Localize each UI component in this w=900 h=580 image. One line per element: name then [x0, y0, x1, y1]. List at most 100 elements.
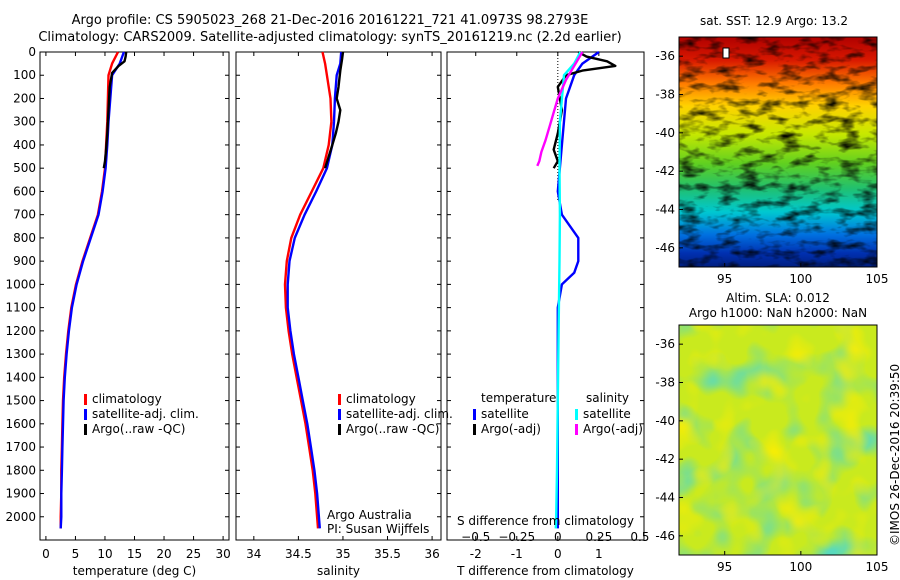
map-y-tick-label: -38	[655, 88, 675, 102]
salinity-annotation-line1: Argo Australia	[327, 508, 412, 522]
x-tick-label: 35.5	[374, 547, 401, 561]
x-tick-label: 5	[72, 547, 80, 561]
sal-legend-satellite-swatch	[338, 409, 341, 420]
sla-map-subtitle: Argo h1000: NaN h2000: NaN	[688, 306, 868, 320]
map-y-tick-label: -46	[655, 529, 675, 543]
series-line-argo-raw-qc-	[323, 51, 345, 169]
diff-legend-t-argo-label: Argo(-adj)	[481, 422, 541, 436]
x-tick-label: 10	[97, 547, 112, 561]
top-x-tick-label: −0.5	[461, 530, 490, 544]
series-line-satellite-adj-clim-	[286, 51, 343, 529]
credit-text: ©IMOS 26-Dec-2016 20:39:50	[888, 363, 900, 546]
map-x-tick-label: 105	[866, 272, 889, 286]
map-y-tick-label: -42	[655, 452, 675, 466]
y-tick-label: 1200	[5, 324, 36, 338]
map-x-tick-label: 100	[789, 272, 812, 286]
x-tick-label: 0	[42, 547, 50, 561]
sst-map	[678, 36, 878, 268]
map-y-tick-label: -46	[655, 241, 675, 255]
x-tick-label: 1	[595, 547, 603, 561]
temp-legend-satellite-label: satellite-adj. clim.	[92, 407, 199, 421]
salinity-panel-frame	[235, 51, 442, 541]
y-tick-label: 500	[13, 161, 36, 175]
y-tick-label: 1700	[5, 440, 36, 454]
diff-legend-s-argo-swatch	[575, 424, 578, 435]
y-tick-label: 700	[13, 208, 36, 222]
salinity-xlabel: salinity	[316, 564, 361, 578]
salinity-annotation-line2: PI: Susan Wijffels	[327, 522, 430, 536]
diff-legend-salinity-title: salinity	[586, 391, 630, 405]
top-x-tick-label: −0.25	[498, 530, 535, 544]
y-tick-label: 100	[13, 68, 36, 82]
map-x-tick-label: 95	[717, 272, 732, 286]
temp-legend-argo-swatch	[84, 424, 87, 435]
figure-title-line1: Argo profile: CS 5905023_268 21-Dec-2016…	[71, 13, 589, 28]
x-tick-label: 0	[554, 547, 562, 561]
map-y-tick-label: -44	[655, 491, 675, 505]
y-tick-label: 2000	[5, 510, 36, 524]
y-tick-label: 1000	[5, 277, 36, 291]
map-x-tick-label: 95	[717, 560, 732, 574]
y-tick-label: 1600	[5, 417, 36, 431]
x-tick-label: 30	[215, 547, 230, 561]
map-y-tick-label: -40	[655, 126, 675, 140]
y-tick-label: 0	[28, 45, 36, 59]
y-tick-label: 400	[13, 138, 36, 152]
y-tick-label: 800	[13, 231, 36, 245]
y-tick-label: 1400	[5, 370, 36, 384]
y-tick-label: 1500	[5, 394, 36, 408]
difference-xlabel: T difference from climatology	[457, 564, 634, 578]
x-tick-label: 35	[335, 547, 350, 561]
series-line-satellite-adj-clim-	[59, 51, 126, 529]
x-tick-label: 20	[156, 547, 171, 561]
diff-legend-t-argo-swatch	[473, 424, 476, 435]
figure-title-line2: Climatology: CARS2009. Satellite-adjuste…	[38, 30, 622, 45]
sal-legend-satellite-label: satellite-adj. clim.	[346, 407, 453, 421]
y-tick-label: 1300	[5, 347, 36, 361]
x-tick-label: 34	[246, 547, 261, 561]
diff-legend-s-satellite-label: satellite	[583, 407, 631, 421]
map-y-tick-label: -40	[655, 414, 675, 428]
x-tick-label: 25	[186, 547, 201, 561]
x-tick-label: 34.5	[285, 547, 312, 561]
diff-legend-t-satellite-label: satellite	[481, 407, 529, 421]
temp-legend-climatology-label: climatology	[92, 392, 162, 406]
difference-panel-frame	[446, 51, 645, 541]
temp-legend-climatology-swatch	[84, 394, 87, 405]
temperature-panel-frame	[39, 51, 230, 541]
temp-legend-argo-label: Argo(..raw -QC)	[92, 422, 185, 436]
argo-location-marker	[722, 47, 730, 59]
series-line-climatology	[283, 51, 333, 529]
x-tick-label: -2	[470, 547, 482, 561]
map-y-tick-label: -44	[655, 203, 675, 217]
temp-legend-satellite-swatch	[84, 409, 87, 420]
series-line-argo-adj-	[552, 50, 617, 169]
map-y-tick-label: -38	[655, 376, 675, 390]
diff-legend-t-satellite-swatch	[473, 409, 476, 420]
sla-map	[678, 324, 878, 556]
sal-legend-climatology-label: climatology	[346, 392, 416, 406]
sal-legend-argo-swatch	[338, 424, 341, 435]
y-tick-label: 1100	[5, 301, 36, 315]
sst-map-title: sat. SST: 12.9 Argo: 13.2	[700, 14, 849, 28]
diff-legend-s-satellite-swatch	[575, 409, 578, 420]
y-tick-label: 900	[13, 254, 36, 268]
series-line-satellite	[556, 51, 600, 529]
series-line-satellite	[554, 51, 582, 529]
x-tick-label: 15	[127, 547, 142, 561]
diff-legend-s-argo-label: Argo(-adj)	[583, 422, 643, 436]
x-tick-label: 36	[424, 547, 439, 561]
difference-top-xlabel: S difference from climatology	[457, 514, 634, 528]
y-tick-label: 200	[13, 91, 36, 105]
series-line-argo-adj-	[536, 51, 584, 167]
temperature-xlabel: temperature (deg C)	[72, 564, 197, 578]
map-y-tick-label: -36	[655, 337, 675, 351]
map-y-tick-label: -42	[655, 164, 675, 178]
diff-legend-temperature-title: temperature	[481, 391, 557, 405]
map-y-tick-label: -36	[655, 49, 675, 63]
top-x-tick-label: 0	[554, 530, 562, 544]
y-tick-label: 1900	[5, 487, 36, 501]
y-tick-label: 600	[13, 184, 36, 198]
x-tick-label: -1	[511, 547, 523, 561]
